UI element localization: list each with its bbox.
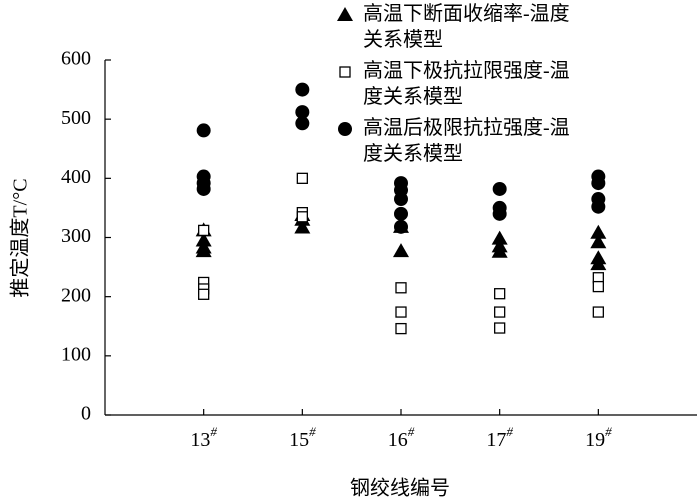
point (395, 306, 407, 318)
point (592, 306, 604, 318)
point (394, 206, 408, 221)
point (590, 256, 607, 271)
legend-marker (339, 66, 351, 78)
y-tick-label: 200 (61, 284, 91, 306)
x-tick-label: 19# (585, 424, 612, 451)
point (591, 199, 606, 214)
point (294, 219, 311, 234)
legend-label: 高温后极限抗拉强度-温度关系模型 (363, 116, 570, 165)
point (295, 116, 310, 131)
point (296, 172, 308, 184)
point (491, 230, 508, 245)
point (196, 181, 211, 196)
y-axis-label: 推定温度T/°C (9, 178, 32, 297)
point (590, 224, 607, 239)
point (196, 123, 211, 138)
point (591, 176, 606, 191)
x-tick-label: 17# (486, 424, 513, 451)
x-tick-label: 15# (289, 424, 316, 451)
y-tick-label: 300 (61, 225, 91, 247)
point (590, 234, 607, 249)
point (394, 192, 408, 207)
y-tick-label: 400 (61, 166, 91, 188)
y-tick-label: 100 (61, 343, 91, 365)
point (393, 243, 409, 258)
point (195, 243, 212, 258)
x-axis-label: 钢绞线编号 (350, 477, 450, 500)
point (395, 282, 407, 294)
legend-label: 高温下极抗拉限强度-温度关系模型 (363, 59, 570, 108)
legend-marker (337, 7, 353, 21)
point (492, 206, 507, 221)
point (295, 82, 310, 97)
point (395, 322, 407, 335)
y-tick-label: 0 (81, 403, 91, 425)
point (494, 322, 506, 334)
legend-label: 高温下断面收缩率-温度关系模型 (363, 2, 570, 51)
point (295, 105, 310, 120)
x-tick-label: 16# (388, 424, 415, 451)
point (198, 224, 210, 237)
point (296, 211, 308, 223)
point (494, 306, 506, 318)
point (492, 181, 507, 196)
point (198, 288, 210, 300)
y-tick-label: 600 (61, 48, 91, 70)
point (592, 280, 604, 293)
legend-marker (338, 122, 352, 136)
point (494, 288, 506, 300)
point (394, 219, 408, 234)
point (491, 243, 508, 258)
point (195, 232, 212, 247)
y-tick-label: 500 (61, 107, 91, 129)
x-tick-label: 13# (190, 424, 217, 451)
